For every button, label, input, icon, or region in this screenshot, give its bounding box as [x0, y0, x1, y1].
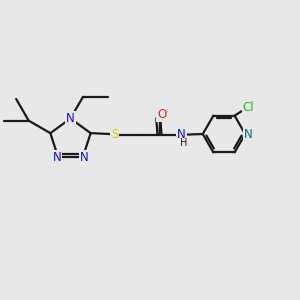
Text: Cl: Cl: [242, 101, 254, 114]
Text: H: H: [180, 138, 188, 148]
Text: N: N: [66, 112, 75, 125]
Text: N: N: [80, 151, 88, 164]
Text: O: O: [157, 108, 166, 121]
Text: N: N: [53, 151, 62, 164]
Text: N: N: [177, 128, 186, 141]
Text: S: S: [111, 128, 118, 141]
Text: N: N: [244, 128, 253, 140]
